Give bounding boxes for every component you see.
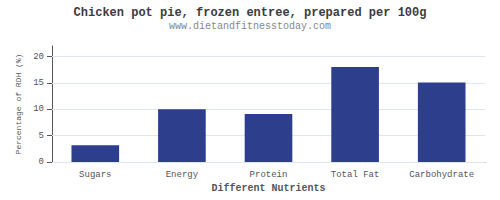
- svg-text:Percentage of RDH (%): Percentage of RDH (%): [14, 54, 23, 155]
- svg-text:20: 20: [33, 52, 44, 62]
- svg-text:Chicken pot pie, frozen entree: Chicken pot pie, frozen entree, prepared…: [74, 6, 427, 20]
- svg-text:Total Fat: Total Fat: [331, 170, 380, 180]
- svg-text:15: 15: [33, 78, 44, 88]
- svg-text:Sugars: Sugars: [79, 170, 111, 180]
- svg-text:Carbohydrate: Carbohydrate: [409, 170, 474, 180]
- svg-text:Different Nutrients: Different Nutrients: [211, 183, 325, 194]
- svg-text:Energy: Energy: [166, 170, 199, 180]
- svg-text:Protein: Protein: [250, 170, 288, 180]
- svg-text:10: 10: [33, 104, 44, 114]
- svg-text:0: 0: [39, 157, 44, 167]
- svg-text:5: 5: [39, 131, 44, 141]
- svg-text:www.dietandfitnesstoday.com: www.dietandfitnesstoday.com: [169, 21, 331, 32]
